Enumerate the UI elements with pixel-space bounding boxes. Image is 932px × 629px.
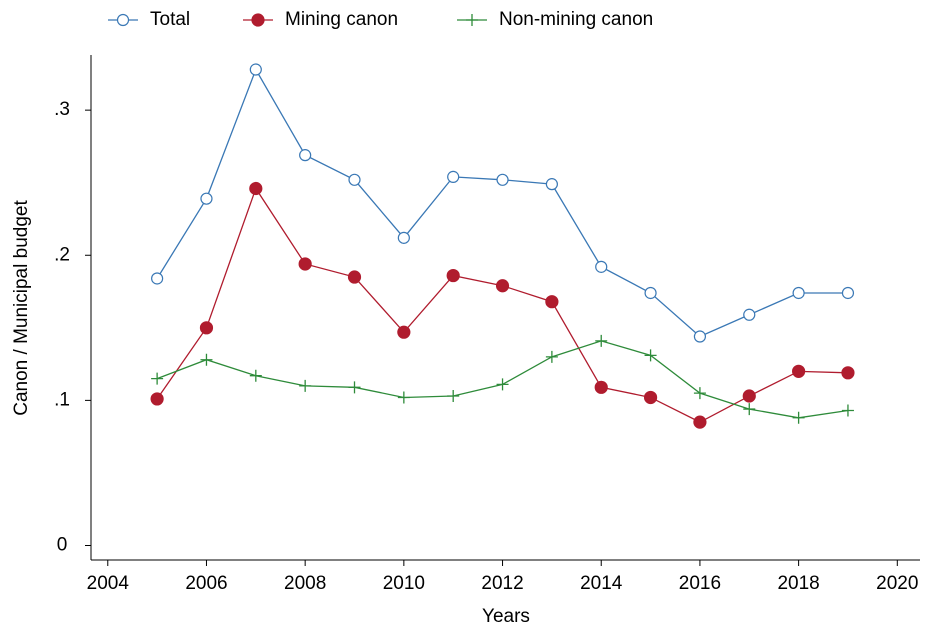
series-line [156,68,848,338]
y-tick-label: .2 [54,244,70,265]
data-point [594,380,608,394]
data-point [397,325,411,339]
data-point [299,379,312,392]
data-point [841,404,854,417]
data-point [841,286,855,300]
data-point [150,392,164,406]
data-point [348,381,361,394]
y-axis-label: Canon / Municipal budget [11,200,32,416]
x-tick-label: 2008 [284,573,326,594]
y-tick-label: .1 [54,389,70,410]
data-point [693,330,707,343]
data-point [693,387,706,400]
legend-marker [466,14,478,26]
x-tick-label: 2010 [383,573,425,594]
data-point [595,334,608,347]
data-point [545,178,558,191]
data-point [743,403,756,416]
x-tick-label: 2018 [777,573,819,594]
data-point [397,391,410,404]
data-point [644,286,657,300]
x-tick-label: 2020 [876,573,918,594]
data-point [447,390,460,403]
legend-label: Total [150,9,190,30]
legend-label: Non-mining canon [499,9,653,30]
data-point [199,321,214,335]
y-tick-label: 0 [57,535,68,556]
data-point [545,350,558,363]
legend-marker [251,13,265,27]
data-point [792,411,805,424]
data-point [249,63,262,76]
legend-label: Mining canon [285,9,398,30]
data-point [200,192,213,205]
data-point [643,390,658,405]
data-point [299,149,312,162]
legend-marker [116,13,130,27]
x-axis-label: Years [482,606,530,627]
data-point [595,260,608,273]
data-point [841,366,855,380]
x-tick-label: 2016 [679,573,721,594]
data-point [249,369,262,382]
data-point [496,173,509,186]
data-point [348,173,361,186]
data-point [347,270,362,284]
data-point [447,170,460,183]
y-tick-label: .3 [54,99,70,120]
x-tick-label: 2004 [87,573,130,594]
data-point [298,257,312,271]
data-point [151,272,164,285]
data-point [200,353,213,366]
data-point [792,364,806,378]
x-tick-label: 2006 [185,573,227,594]
data-point [693,415,707,429]
data-point [545,295,559,309]
data-point [151,372,164,385]
data-point [249,181,263,196]
data-point [644,349,657,362]
data-point [495,279,510,293]
data-point [743,308,756,321]
data-point [742,389,756,403]
x-tick-label: 2014 [580,573,623,594]
data-point [496,378,509,391]
data-point [792,286,805,300]
data-point [397,231,410,244]
data-point [446,268,460,283]
x-tick-label: 2012 [481,573,523,594]
